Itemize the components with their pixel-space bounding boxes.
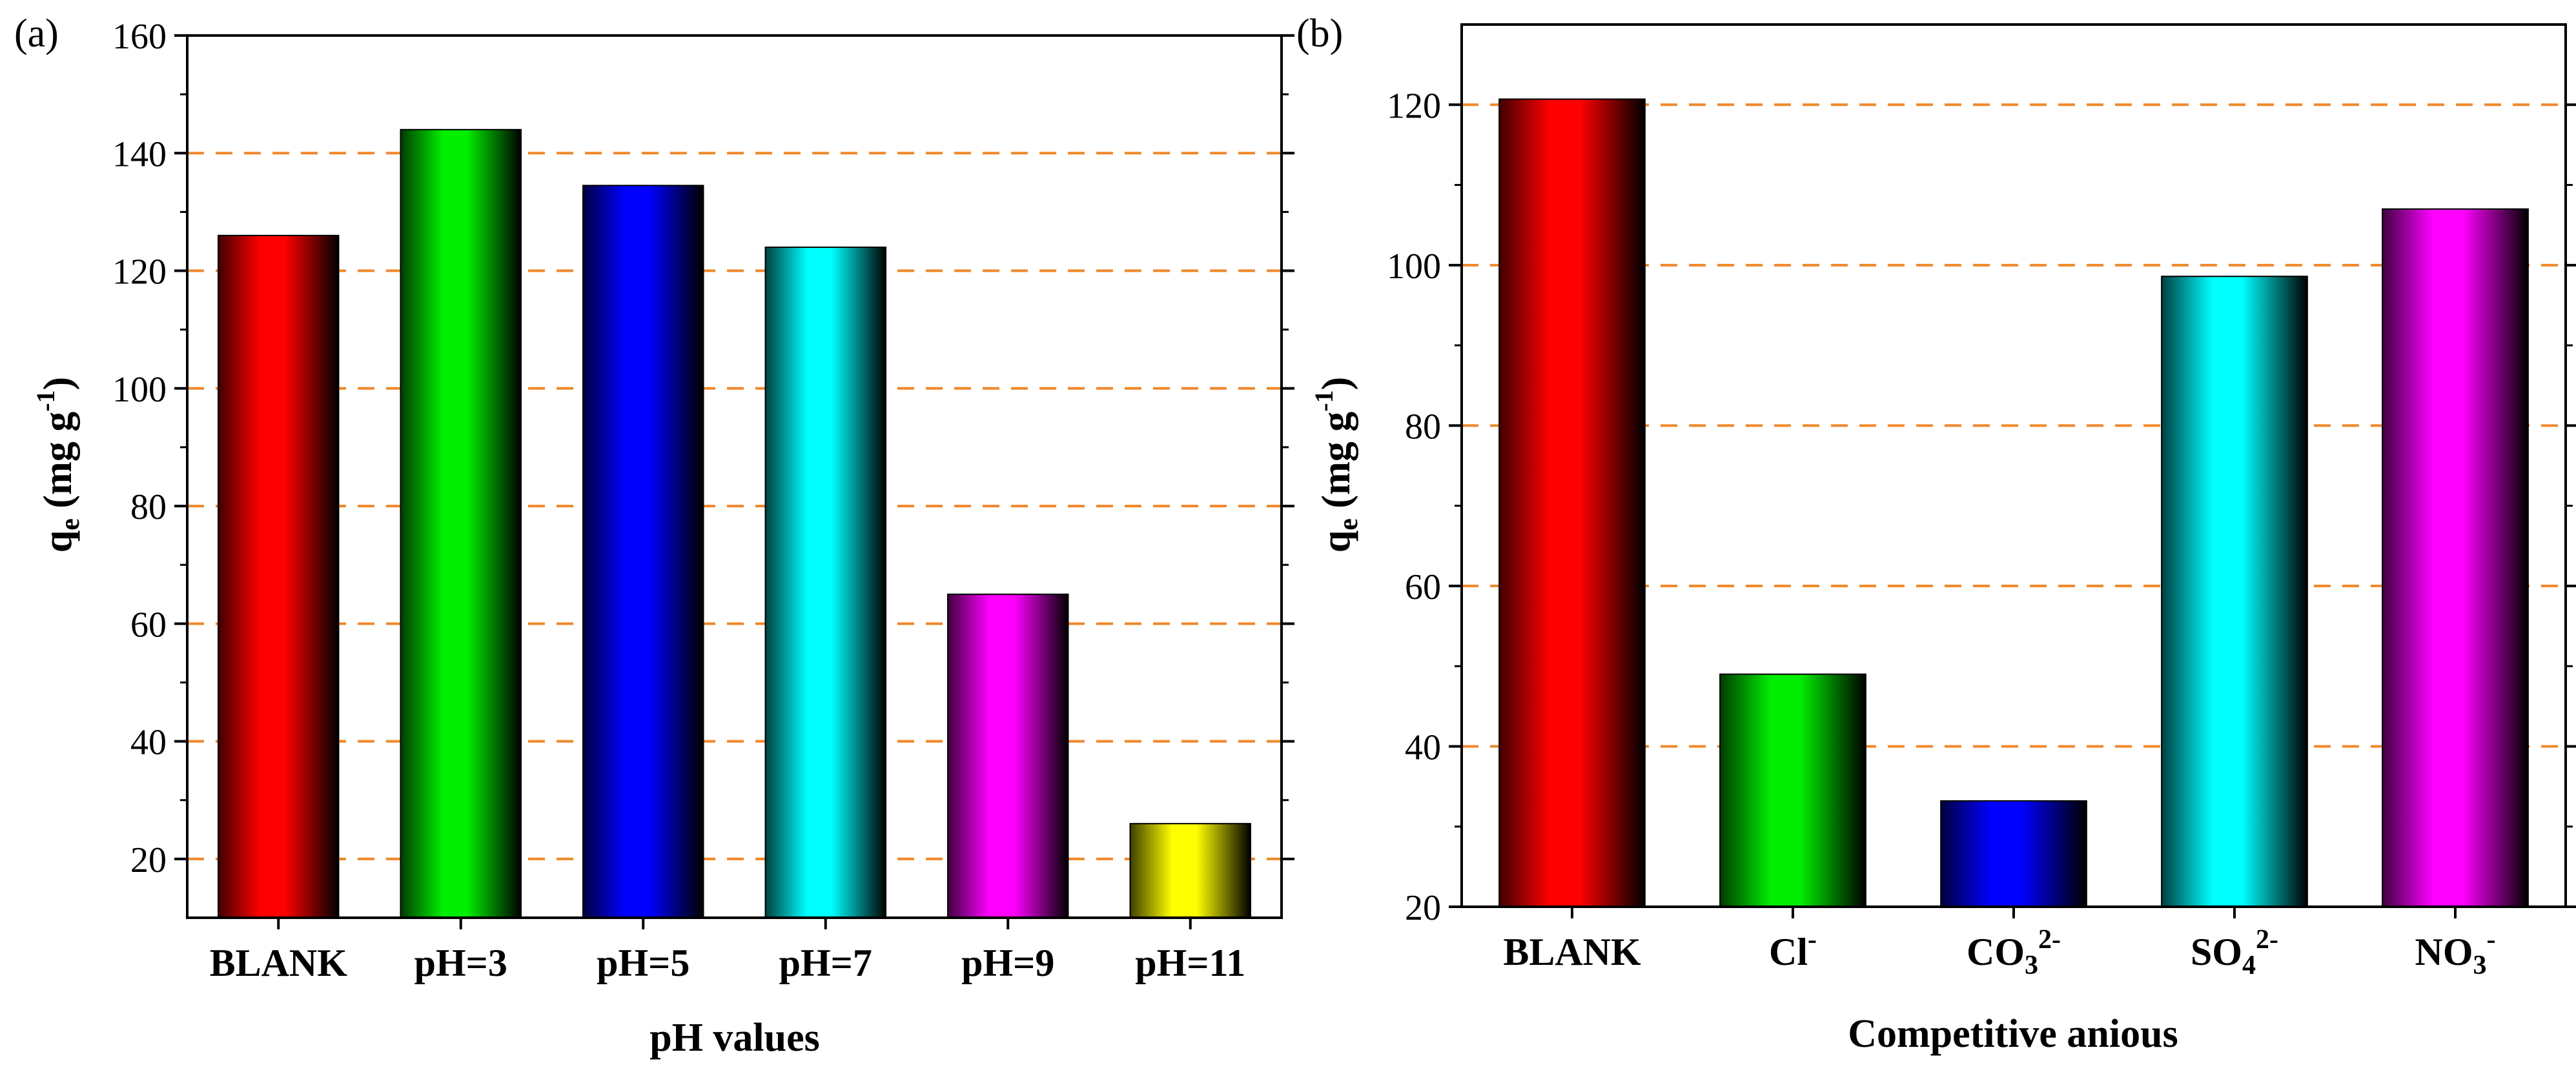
- x-category-label: BLANK: [210, 942, 348, 984]
- x-category-label: Cl-: [1769, 925, 1817, 973]
- panel-a-y-ticks: 20 40 60 80 100 120 140 160: [112, 17, 1294, 880]
- y-tick-label: 20: [130, 840, 167, 880]
- bar: [2161, 276, 2308, 907]
- panel-b-label: (b): [1296, 12, 1343, 56]
- x-category-label: pH=7: [779, 942, 872, 984]
- panel-b-gridlines: [1462, 103, 2566, 748]
- bar: [2382, 208, 2529, 907]
- bar: [947, 593, 1069, 918]
- chart-panel-a: (a) 20 40 60 80 100 120 140 160 BLANK pH=3 pH=5 pH…: [14, 12, 1294, 1060]
- bar: [582, 185, 704, 918]
- x-category-label: pH=5: [597, 942, 690, 984]
- y-tick-label: 100: [1387, 247, 1441, 287]
- y-tick-label: 40: [130, 723, 167, 763]
- y-tick-label: 40: [1405, 727, 1441, 767]
- panel-b-bars: [1498, 98, 2529, 908]
- panel-a-x-ticks: BLANK pH=3 pH=5 pH=7 pH=9 pH=11: [210, 918, 1245, 984]
- y-tick-label: 120: [1387, 86, 1441, 126]
- panel-a-bars: [218, 128, 1251, 919]
- y-tick-label: 60: [1405, 567, 1441, 607]
- panel-a-label: (a): [14, 12, 59, 56]
- panel-a-x-axis-label: pH values: [649, 1016, 820, 1060]
- bar: [1940, 800, 2087, 907]
- x-category-label: BLANK: [1503, 931, 1641, 973]
- chart-panel-b: (b) 20 40 60 80 100 120 BLANK Cl- CO32- SO42- NO3…: [1296, 12, 2576, 1056]
- x-category-label: CO32-: [1967, 925, 2061, 980]
- x-category-label: pH=9: [961, 942, 1054, 984]
- bar: [1719, 673, 1866, 908]
- bar: [218, 234, 340, 918]
- panel-b-x-ticks: BLANK Cl- CO32- SO42- NO3-: [1503, 907, 2496, 980]
- bar: [764, 247, 886, 919]
- bar: [400, 128, 522, 918]
- panel-b-plot-frame: [1460, 23, 2567, 908]
- panel-a-gridlines: [187, 152, 1282, 860]
- y-tick-label: 100: [112, 370, 167, 410]
- x-category-label: SO42-: [2191, 925, 2278, 980]
- bar: [1129, 823, 1251, 918]
- panel-b-y-ticks: 20 40 60 80 100 120: [1387, 86, 2576, 928]
- y-tick-label: 160: [112, 17, 167, 57]
- panel-b-x-axis-label: Competitive anious: [1848, 1012, 2178, 1056]
- x-category-label: NO3-: [2415, 925, 2496, 980]
- x-category-label: pH=3: [414, 942, 507, 984]
- y-tick-label: 20: [1405, 888, 1441, 928]
- y-tick-label: 80: [130, 487, 167, 527]
- y-tick-label: 140: [112, 134, 167, 174]
- y-tick-label: 120: [112, 252, 167, 292]
- panel-b-y-axis-label: qe (mg g-1): [1309, 377, 1364, 552]
- x-category-label: pH=11: [1135, 942, 1245, 984]
- y-tick-label: 80: [1405, 407, 1441, 447]
- y-tick-label: 60: [130, 605, 167, 645]
- panel-a-plot-frame: [186, 34, 1283, 919]
- panel-a-y-axis-label: qe (mg g-1): [31, 377, 85, 552]
- bar: [1498, 98, 1646, 908]
